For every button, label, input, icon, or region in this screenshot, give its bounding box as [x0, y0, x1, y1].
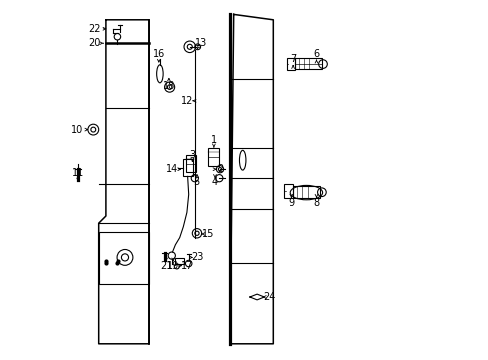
Text: 3: 3 — [189, 150, 195, 160]
Text: 5: 5 — [192, 177, 199, 187]
Bar — [292, 186, 320, 198]
Bar — [99, 232, 149, 284]
Text: 7: 7 — [289, 54, 296, 64]
Bar — [186, 155, 196, 172]
Text: 12: 12 — [181, 96, 193, 106]
Text: 15: 15 — [202, 229, 214, 239]
Text: 6: 6 — [313, 49, 319, 59]
Text: 18: 18 — [163, 81, 175, 91]
Text: 16: 16 — [152, 49, 164, 59]
Text: 17: 17 — [181, 261, 193, 271]
Text: 2: 2 — [217, 164, 223, 174]
Bar — [286, 58, 294, 70]
Text: 10: 10 — [71, 125, 83, 135]
Bar — [294, 58, 321, 69]
Bar — [284, 184, 292, 198]
Bar — [175, 258, 184, 264]
Text: 11: 11 — [72, 168, 84, 178]
Text: 13: 13 — [195, 38, 207, 48]
Text: 14: 14 — [166, 164, 178, 174]
Text: 1: 1 — [210, 135, 217, 145]
Text: 24: 24 — [263, 292, 275, 302]
Text: 4: 4 — [211, 177, 218, 187]
Text: 23: 23 — [191, 252, 203, 262]
Text: 8: 8 — [313, 198, 319, 208]
Text: 22: 22 — [87, 24, 100, 34]
Bar — [208, 148, 219, 166]
Text: 21: 21 — [160, 261, 172, 271]
Text: 20: 20 — [88, 38, 100, 48]
Text: 19: 19 — [167, 261, 179, 271]
Bar — [182, 159, 192, 176]
Text: 9: 9 — [287, 198, 294, 208]
